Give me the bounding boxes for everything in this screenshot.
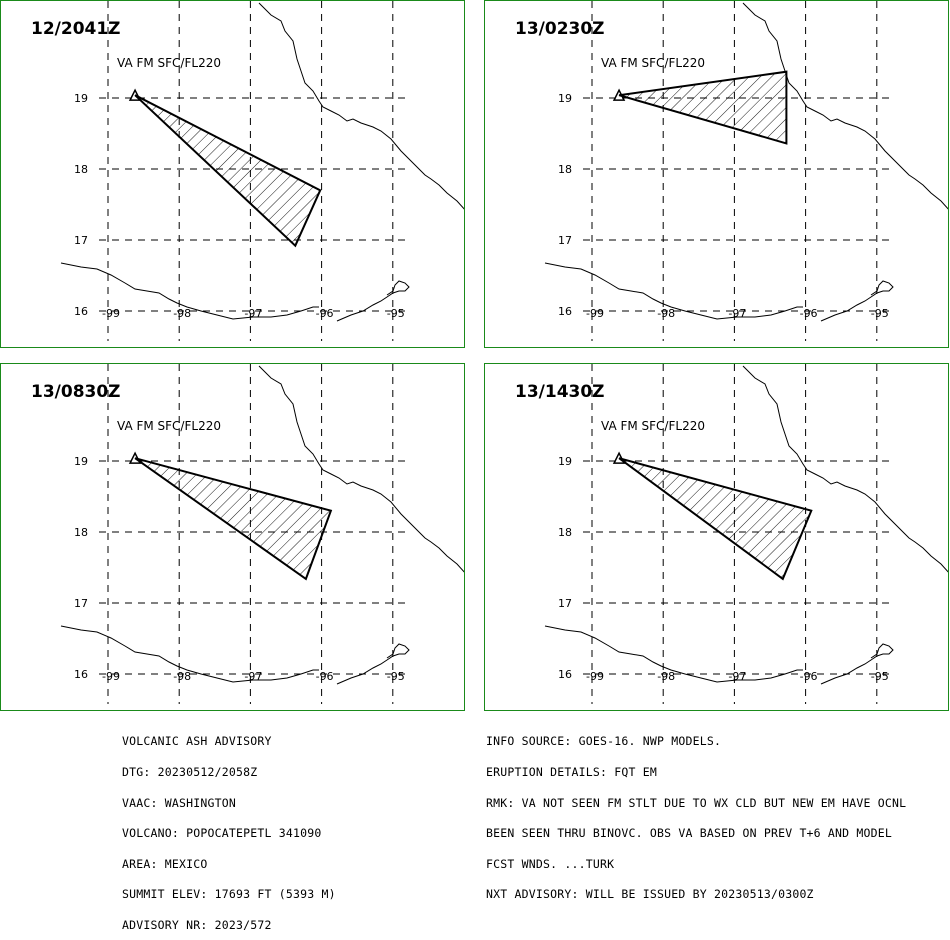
coastline-southeast — [820, 643, 894, 685]
panel-description: VA FM SFC/FL220 — [601, 56, 705, 70]
advisory-line: DTG: 20230512/2058Z — [122, 765, 258, 779]
coastline-north — [742, 365, 948, 573]
coastline-north — [742, 2, 948, 210]
volcano-triangle-icon — [612, 451, 626, 464]
longitude-label: -95 — [871, 670, 889, 683]
coastline-southeast — [336, 643, 410, 685]
coastline-north — [258, 2, 464, 210]
panel-time: 12/2041Z — [31, 19, 121, 39]
latitude-label: 19 — [558, 455, 572, 468]
advisory-line: VOLCANIC ASH ADVISORY — [122, 734, 272, 749]
latitude-label: 17 — [74, 234, 88, 247]
advisory-line: ERUPTION DETAILS: FQT EM — [486, 765, 657, 779]
longitude-label: -99 — [102, 307, 120, 320]
advisory-line: ADVISORY NR: 2023/572 — [122, 917, 272, 932]
coastline-southeast — [336, 280, 410, 322]
latitude-label: 16 — [74, 668, 88, 681]
coastline-south — [544, 262, 803, 320]
ash-cloud-polygon — [134, 94, 322, 248]
latitude-label: 18 — [558, 163, 572, 176]
volcano-triangle-icon — [128, 451, 142, 464]
advisory-line: VAAC: WASHINGTON — [122, 795, 236, 810]
coastline-south — [60, 262, 319, 320]
longitude-label: -98 — [173, 670, 191, 683]
advisory-line: BEEN SEEN THRU BINOVC. OBS VA BASED ON P… — [486, 826, 893, 841]
forecast-panel-1: -99 -98 -97 -96 -95 19 18 17 16 12/2041Z VA FM S… — [0, 0, 465, 348]
latitude-label: 18 — [74, 163, 88, 176]
latitude-label: 16 — [74, 305, 88, 318]
longitude-label: -99 — [102, 670, 120, 683]
longitude-label: -95 — [387, 307, 405, 320]
longitude-label: -98 — [657, 670, 675, 683]
latitude-label: 16 — [558, 668, 572, 681]
longitude-label: -96 — [316, 307, 334, 320]
advisory-info-right: INFO SOURCE: GOES-16. NWP MODELS. ERUPTI… — [486, 716, 906, 910]
advisory-info-left: VOLCANIC ASH ADVISORY DTG: 20230512/2058… — [122, 716, 336, 940]
longitude-label: -96 — [800, 670, 818, 683]
forecast-panel-4: -99 -98 -97 -96 -95 19 18 17 16 13/1430Z VA FM S… — [484, 363, 949, 711]
coastline-south — [60, 625, 319, 683]
longitude-label: -98 — [657, 307, 675, 320]
advisory-line: FCST WNDS. ...TURK — [486, 856, 615, 871]
longitude-label: -95 — [387, 670, 405, 683]
longitude-label: -98 — [173, 307, 191, 320]
volcano-triangle-icon — [612, 88, 626, 101]
longitude-label: -95 — [871, 307, 889, 320]
coastline-south — [544, 625, 803, 683]
forecast-panel-2: -99 -98 -97 -96 -95 19 18 17 16 13/0230Z VA FM S… — [484, 0, 949, 348]
latitude-label: 17 — [74, 597, 88, 610]
ash-cloud-polygon — [134, 457, 333, 581]
latitude-label: 17 — [558, 597, 572, 610]
longitude-label: -96 — [800, 307, 818, 320]
longitude-label: -99 — [586, 307, 604, 320]
latitude-label: 19 — [558, 92, 572, 105]
latitude-label: 18 — [74, 526, 88, 539]
advisory-line: NXT ADVISORY: WILL BE ISSUED BY 20230513… — [486, 887, 814, 902]
coastline-north — [258, 365, 464, 573]
latitude-label: 17 — [558, 234, 572, 247]
panel-time: 13/0830Z — [31, 382, 121, 402]
forecast-panel-3: -99 -98 -97 -96 -95 19 18 17 16 13/0830Z VA FM S… — [0, 363, 465, 711]
advisory-line: SUMMIT ELEV: 17693 FT (5393 M) — [122, 887, 336, 902]
latitude-label: 19 — [74, 455, 88, 468]
panel-time: 13/1430Z — [515, 382, 605, 402]
ash-cloud-polygon — [618, 457, 813, 581]
advisory-line: INFO SOURCE: GOES-16. NWP MODELS. — [486, 734, 722, 749]
advisory-line: AREA: MEXICO — [122, 856, 208, 871]
panel-description: VA FM SFC/FL220 — [117, 56, 221, 70]
latitude-label: 16 — [558, 305, 572, 318]
coastline-southeast — [820, 280, 894, 322]
panel-description: VA FM SFC/FL220 — [117, 419, 221, 433]
ash-cloud-polygon — [618, 70, 788, 145]
latitude-label: 18 — [558, 526, 572, 539]
latitude-label: 19 — [74, 92, 88, 105]
volcano-triangle-icon — [128, 88, 142, 101]
advisory-line: RMK: VA NOT SEEN FM STLT DUE TO WX CLD B… — [486, 795, 907, 810]
longitude-label: -99 — [586, 670, 604, 683]
longitude-label: -96 — [316, 670, 334, 683]
panel-description: VA FM SFC/FL220 — [601, 419, 705, 433]
advisory-line: VOLCANO: POPOCATEPETL 341090 — [122, 826, 322, 841]
panel-time: 13/0230Z — [515, 19, 605, 39]
